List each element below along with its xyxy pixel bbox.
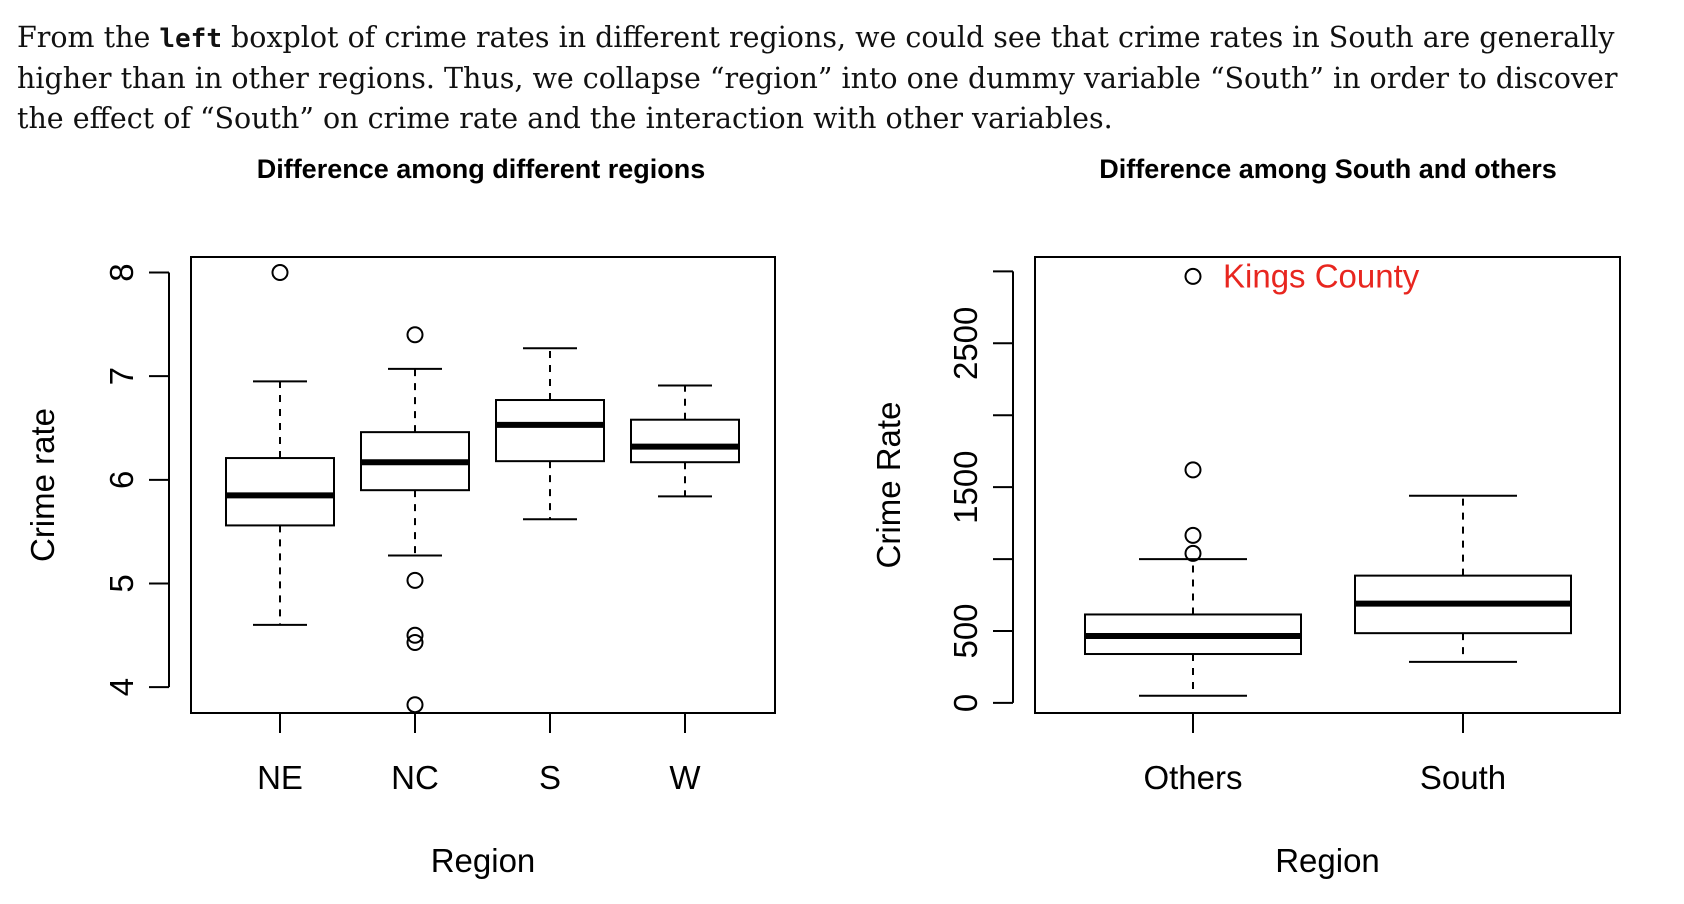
paragraph-text-start: From the: [17, 21, 160, 54]
right-chart-box-group-South: [1354, 494, 1572, 663]
left-chart-box-group-W: [630, 384, 740, 498]
left-chart-outlier-NC-3: [406, 634, 424, 652]
paragraph-code-word: left: [159, 24, 222, 54]
left-chart-y-tick-label-2: 6: [103, 471, 140, 489]
right-chart-outlier-Others-1: [1184, 526, 1202, 544]
left-chart-box-group-NE: [225, 264, 335, 626]
left-chart-outlier-NC-1: [406, 571, 424, 589]
left-chart-y-tick-label-4: 8: [103, 263, 140, 281]
left-chart-y-tick-label-1: 5: [103, 574, 140, 592]
right-chart-y-label: Crime Rate: [870, 402, 907, 569]
right-chart-y-tick-label-5: 2500: [947, 307, 984, 380]
right-chart-y-tick-label-1: 500: [947, 603, 984, 658]
left-chart-box-NE: [225, 457, 335, 527]
right-chart-box-group-Others: [1084, 267, 1302, 697]
left-chart-x-tick-label-NE: NE: [257, 759, 303, 796]
paragraph-text-rest: boxplot of crime rates in different regi…: [17, 21, 1618, 135]
right-chart-outlier-Others-0: [1184, 461, 1202, 479]
right-chart-title: Difference among South and others: [1099, 154, 1557, 184]
right-chart-outlier-Others-2: [1184, 544, 1202, 562]
right-chart-outlier-Others-3: [1184, 267, 1202, 285]
left-chart-plot-frame: [190, 256, 776, 714]
left-chart-title: Difference among different regions: [257, 154, 706, 184]
left-chart-outlier-NC-0: [406, 326, 424, 344]
left-chart-box-group-NC: [360, 326, 470, 714]
left-chart-outlier-NC-4: [406, 696, 424, 714]
right-chart-plot-frame: [1034, 256, 1621, 714]
left-chart-outlier-NC-2: [406, 626, 424, 644]
right-chart-y-tick-label-0: 0: [947, 694, 984, 712]
right-chart-x-tick-label-Others: Others: [1143, 759, 1242, 796]
left-chart-box-W: [630, 418, 740, 464]
left-chart-box-S: [495, 399, 605, 463]
description-paragraph: From the left boxplot of crime rates in …: [17, 18, 1667, 139]
right-chart-x-tick-label-South: South: [1420, 759, 1506, 796]
left-chart-x-tick-label-S: S: [539, 759, 561, 796]
left-chart-y-label: Crime rate: [24, 408, 61, 562]
right-chart-y-tick-label-3: 1500: [947, 450, 984, 523]
left-chart-x-tick-label-NC: NC: [391, 759, 439, 796]
left-chart-outlier-NE-0: [271, 264, 289, 282]
left-chart-y-tick-label-3: 7: [103, 367, 140, 385]
left-chart-box-group-S: [495, 347, 605, 521]
left-chart-x-tick-label-W: W: [669, 759, 701, 796]
left-chart-y-tick-label-0: 4: [103, 678, 140, 696]
left-chart-x-label: Region: [431, 842, 536, 879]
right-chart-annotation-0: Kings County: [1223, 257, 1420, 294]
right-chart-x-label: Region: [1275, 842, 1380, 879]
